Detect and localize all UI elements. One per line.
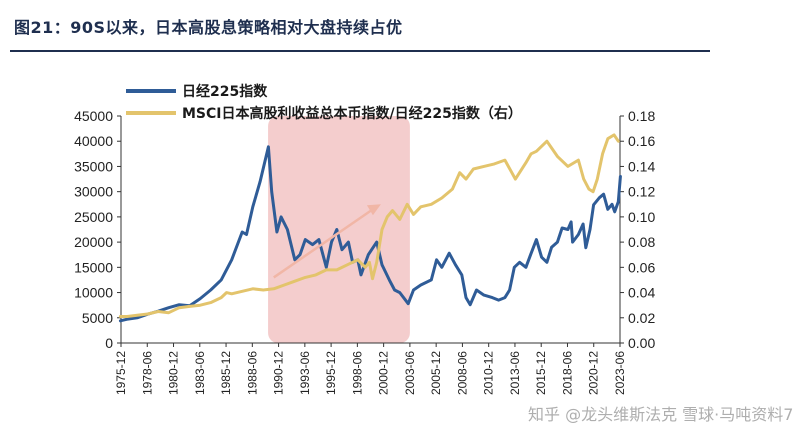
highlight-region-layer [268,116,410,343]
watermark-text: 知乎 @龙头维斯法克 雪球·马吨资料7 [528,405,793,424]
x-tick-label: 2020-12 [587,351,601,395]
x-tick-label: 1985-12 [219,351,233,395]
x-tick-label: 2005-12 [429,351,443,395]
left-tick-label: 10000 [74,285,113,301]
right-tick-label: 0.12 [628,184,655,200]
left-tick-label: 5000 [82,310,113,326]
x-tick-label: 2018-06 [560,351,574,395]
x-tick-label: 2023-06 [613,351,627,395]
x-tick-label: 1995-12 [324,351,338,395]
x-tick-label: 1998-06 [350,351,364,395]
x-tick-label: 2013-06 [508,351,522,395]
right-tick-label: 0.00 [628,335,655,351]
right-tick-label: 0.08 [628,234,655,250]
left-tick-label: 30000 [74,184,113,200]
right-tick-label: 0.02 [628,310,655,326]
trend-arrow-line [273,208,374,279]
right-tick-label: 0.14 [628,158,655,174]
legend: 日经225指数 MSCI日本高股利收益总本币指数/日经225指数（右） [126,83,522,122]
left-tick-label: 25000 [74,209,113,225]
x-tick-label: 2008-06 [455,351,469,395]
left-tick-label: 35000 [74,158,113,174]
left-tick-label: 40000 [74,133,113,149]
axes: 0 5000 10000 15000 20000 25000 30000 35000 40000… [74,108,655,395]
left-tick-label: 0 [105,335,113,351]
legend-label: 日经225指数 [182,83,268,100]
left-tick-label: 45000 [74,108,113,124]
x-tick-label: 1988-06 [245,351,259,395]
right-tick-label: 0.04 [628,285,655,301]
x-tick-label: 2000-12 [377,351,391,395]
nikkei-225-line [118,145,622,323]
left-tick-label: 20000 [74,234,113,250]
right-tick-label: 0.10 [628,209,655,225]
x-tick-label: 1975-12 [114,351,128,395]
x-tick-label: 1993-06 [298,351,312,395]
x-tick-label: 1983-06 [193,351,207,395]
annotation-layer [273,204,381,279]
figure-title: 图21：90S以来，日本高股息策略相对大盘持续占优 [14,18,403,37]
left-tick-label: 15000 [74,259,113,275]
high-dividend-ratio-line [118,133,620,318]
right-tick-label: 0.18 [628,108,655,124]
series-lines [118,133,622,323]
trend-arrow-head [366,204,381,216]
x-tick-label: 1980-12 [167,351,181,395]
right-tick-label: 0.16 [628,133,655,149]
right-tick-label: 0.06 [628,259,655,275]
title-rule [10,50,710,52]
x-tick-label: 1990-12 [272,351,286,395]
x-tick-label: 1978-06 [140,351,154,395]
x-tick-label: 2010-12 [482,351,496,395]
legend-label: MSCI日本高股利收益总本币指数/日经225指数（右） [182,105,522,122]
highlight-region [268,116,410,343]
x-tick-label: 2003-06 [403,351,417,395]
x-tick-label: 2015-12 [534,351,548,395]
